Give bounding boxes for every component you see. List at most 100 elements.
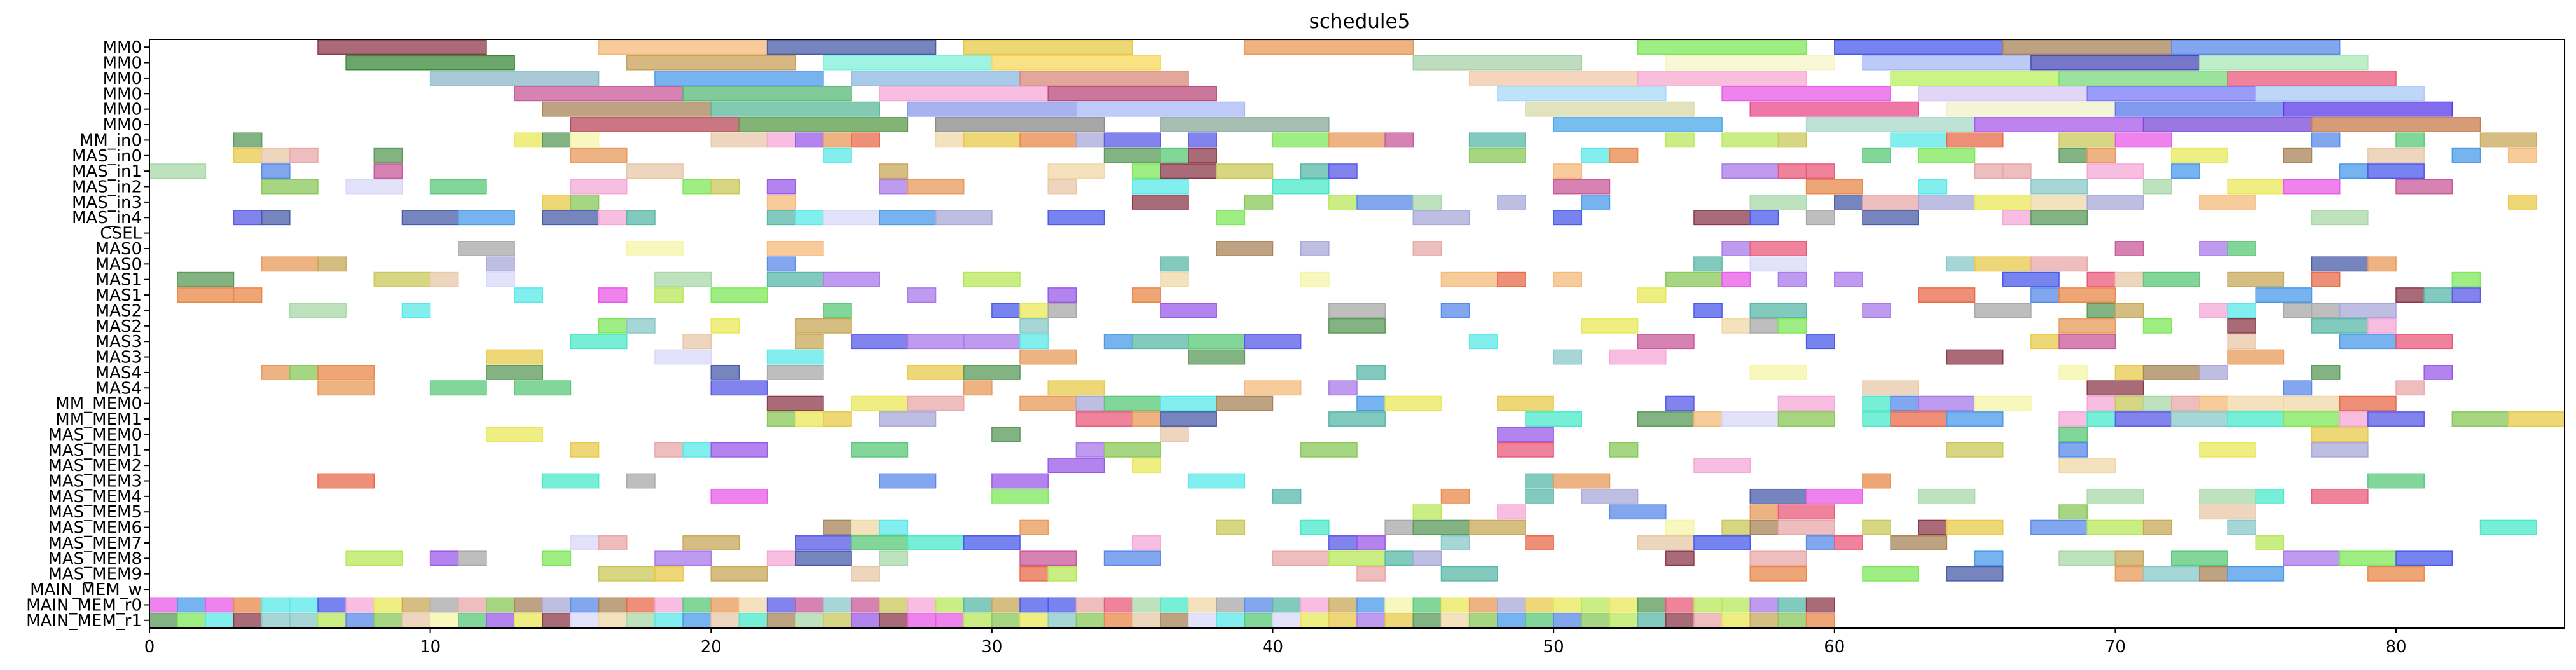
- task-bar: [1244, 597, 1274, 613]
- task-bar: [2030, 287, 2060, 303]
- task-bar: [2002, 271, 2060, 287]
- task-bar: [2311, 256, 2369, 272]
- task-bar: [1918, 395, 1976, 411]
- y-tick-label: CSEL: [100, 224, 142, 243]
- task-bar: [1131, 612, 1161, 628]
- task-bar: [1805, 535, 1835, 550]
- task-bar: [1749, 303, 1807, 318]
- task-bar: [1188, 132, 1217, 148]
- task-bar: [626, 473, 656, 489]
- task-bar: [2339, 411, 2369, 427]
- task-bar: [1637, 70, 1807, 86]
- task-bar: [1974, 395, 2032, 411]
- task-bar: [1356, 395, 1386, 411]
- task-bar: [2058, 504, 2088, 520]
- task-bar: [514, 612, 544, 628]
- task-bar: [766, 411, 796, 427]
- task-bar: [1749, 550, 1807, 566]
- task-bar: [1525, 101, 1695, 117]
- task-bar: [991, 427, 1021, 442]
- task-bar: [1272, 179, 1330, 195]
- task-bar: [2086, 147, 2116, 163]
- task-bar: [486, 597, 515, 613]
- task-bar: [1665, 132, 1695, 148]
- task-bar: [1412, 55, 1583, 71]
- task-bar: [2142, 566, 2200, 582]
- task-bar: [1497, 194, 1526, 210]
- task-bar: [1749, 256, 1807, 272]
- task-bar: [907, 395, 965, 411]
- task-bar: [542, 132, 572, 148]
- task-bar: [738, 117, 909, 132]
- task-bar: [2367, 147, 2425, 163]
- task-bar: [1019, 334, 1049, 350]
- task-bar: [429, 70, 600, 86]
- task-bar: [261, 256, 319, 272]
- task-bar: [570, 535, 600, 550]
- task-bar: [1805, 210, 1835, 226]
- task-bar: [879, 473, 937, 489]
- task-bar: [1581, 488, 1639, 504]
- task-bar: [710, 597, 740, 613]
- task-bar: [2170, 39, 2341, 55]
- task-bar: [2227, 241, 2256, 256]
- task-bar: [2255, 287, 2313, 303]
- task-bar: [851, 395, 909, 411]
- task-bar: [2086, 303, 2116, 318]
- task-bar: [710, 179, 740, 195]
- task-bar: [766, 612, 796, 628]
- task-bar: [233, 287, 263, 303]
- task-bar: [429, 271, 459, 287]
- task-bar: [1918, 519, 1948, 535]
- task-bar: [682, 535, 740, 550]
- task-bar: [2339, 550, 2397, 566]
- task-bar: [907, 535, 965, 550]
- task-bar: [317, 380, 375, 396]
- task-bar: [710, 380, 768, 396]
- task-bar: [991, 303, 1021, 318]
- task-bar: [1272, 550, 1330, 566]
- y-tick-label: MAS_in0: [72, 147, 142, 166]
- task-bar: [2142, 519, 2172, 535]
- task-bar: [1272, 488, 1302, 504]
- task-bar: [2002, 39, 2172, 55]
- task-bar: [794, 597, 824, 613]
- task-bar: [1749, 488, 1807, 504]
- task-bar: [1609, 349, 1667, 365]
- task-bar: [1665, 612, 1695, 628]
- task-bar: [2479, 132, 2537, 148]
- task-bar: [1384, 612, 1414, 628]
- task-bar: [1665, 55, 1835, 71]
- task-bar: [1637, 334, 1695, 350]
- task-bar: [429, 597, 459, 613]
- task-bar: [598, 39, 768, 55]
- task-bar: [1805, 488, 1863, 504]
- task-bar: [2395, 132, 2425, 148]
- task-bar: [2114, 411, 2172, 427]
- y-tick-label: MAIN_MEM_r1: [26, 612, 142, 631]
- task-bar: [2227, 519, 2256, 535]
- task-bar: [1047, 597, 1077, 613]
- task-bar: [1918, 194, 1976, 210]
- task-bar: [317, 256, 347, 272]
- task-bar: [2086, 411, 2116, 427]
- task-bar: [682, 612, 712, 628]
- task-bars: [149, 39, 2565, 628]
- task-bar: [766, 210, 796, 226]
- task-bar: [2058, 70, 2228, 86]
- task-bar: [2507, 194, 2537, 210]
- task-bar: [177, 271, 235, 287]
- task-bar: [2339, 395, 2397, 411]
- task-bar: [1665, 395, 1695, 411]
- task-bar: [2058, 458, 2116, 474]
- task-bar: [626, 241, 684, 256]
- task-bar: [261, 147, 291, 163]
- task-bar: [1047, 163, 1105, 179]
- task-bar: [2114, 550, 2144, 566]
- task-bar: [317, 364, 375, 380]
- task-bar: [233, 597, 263, 613]
- task-bar: [2170, 147, 2228, 163]
- y-tick-label: MM0: [103, 85, 142, 104]
- task-bar: [570, 612, 600, 628]
- task-bar: [1721, 271, 1751, 287]
